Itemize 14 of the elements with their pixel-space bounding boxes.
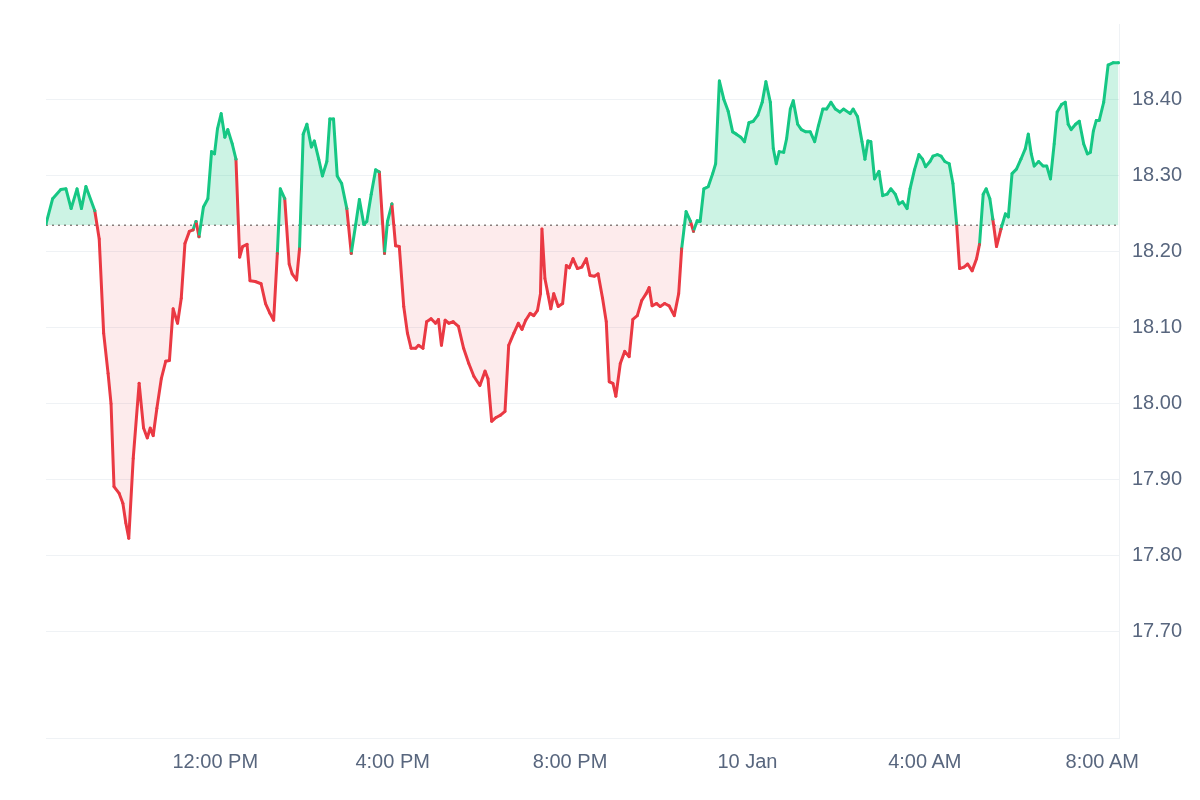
y-tick-label: 17.90	[1131, 467, 1183, 490]
y-tick-label: 18.30	[1131, 163, 1183, 186]
x-tick-label: 4:00 AM	[888, 749, 962, 772]
x-tick-label: 12:00 PM	[172, 749, 259, 772]
x-tick-label: 8:00 AM	[1065, 749, 1139, 772]
y-tick-label: 17.70	[1131, 619, 1183, 642]
y-tick-label: 18.40	[1131, 87, 1183, 110]
y-tick-label: 18.20	[1131, 239, 1183, 262]
y-tick-label: 18.10	[1131, 315, 1183, 338]
y-tick-label: 18.00	[1131, 391, 1183, 414]
y-tick-label: 17.80	[1131, 543, 1183, 566]
x-tick-label: 8:00 PM	[532, 749, 608, 772]
x-tick-label: 10 Jan	[717, 749, 778, 772]
x-tick-label: 4:00 PM	[355, 749, 430, 772]
